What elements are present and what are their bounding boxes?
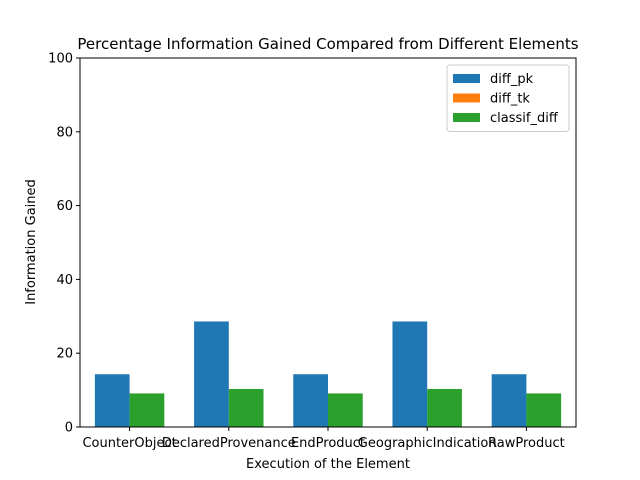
chart-title: Percentage Information Gained Compared f…: [77, 35, 578, 53]
bar-diff_pk-DeclaredProvenance: [194, 321, 229, 427]
legend: diff_pk diff_tk classif_diff: [446, 64, 570, 132]
plot-area: [79, 57, 577, 428]
x-tick-label: EndProduct: [291, 436, 365, 451]
x-tick-label: CounterObject: [82, 436, 176, 451]
x-tick-label: DeclaredProvenance: [162, 436, 296, 451]
bar-diff_pk-GeographicIndication: [392, 321, 428, 427]
y-tick-label: 80: [56, 125, 73, 140]
bar-classif_diff-CounterObject: [129, 393, 165, 427]
y-tick-label: 0: [65, 421, 73, 436]
bar-diff_pk-CounterObject: [94, 374, 130, 427]
bar-classif_diff-GeographicIndication: [427, 388, 462, 427]
y-axis: 0 20 40 60 80 100: [48, 52, 80, 436]
y-tick-label: 100: [48, 52, 73, 67]
bar-classif_diff-DeclaredProvenance: [228, 388, 264, 427]
x-tick-label: RawProduct: [488, 436, 565, 451]
x-axis-label: Execution of the Element: [246, 457, 410, 472]
y-tick-label: 20: [56, 347, 73, 362]
bar-diff_pk-RawProduct: [491, 374, 527, 427]
legend-label-classif_diff: classif_diff: [490, 111, 559, 126]
bar-classif_diff-EndProduct: [328, 393, 363, 427]
bar-diff_pk-EndProduct: [293, 374, 328, 427]
legend-swatch-diff_pk: [453, 74, 480, 83]
x-tick-label: GeographicIndication: [358, 436, 497, 451]
x-axis: CounterObjectDeclaredProvenanceEndProduc…: [82, 427, 565, 451]
y-tick-label: 40: [56, 273, 73, 288]
legend-label-diff_tk: diff_tk: [490, 92, 530, 107]
legend-swatch-classif_diff: [453, 113, 480, 122]
legend-label-diff_pk: diff_pk: [490, 72, 534, 87]
legend-swatch-diff_tk: [453, 93, 480, 103]
y-axis-label: Information Gained: [24, 179, 39, 305]
y-tick-label: 60: [56, 199, 73, 214]
bar-classif_diff-RawProduct: [526, 393, 562, 427]
